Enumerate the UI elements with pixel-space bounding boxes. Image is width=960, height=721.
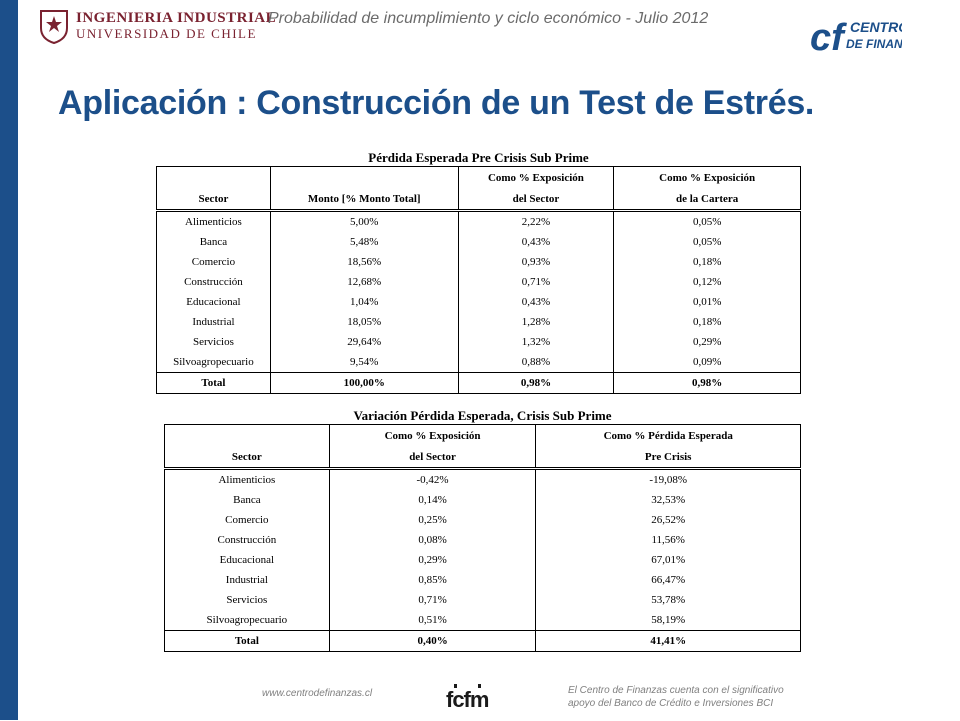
table-row: Construcción 12,68% 0,71% 0,12%: [156, 272, 801, 292]
table-row: Alimenticios 5,00% 2,22% 0,05%: [156, 210, 801, 232]
table-row: Alimenticios -0,42% -19,08%: [164, 468, 801, 490]
table-total-row: Total 0,40% 41,41%: [164, 630, 801, 652]
left-accent-bar: [0, 0, 18, 720]
t2-header-perdida-2: Pre Crisis: [535, 447, 801, 470]
ing-line2: UNIVERSIDAD DE CHILE: [76, 26, 257, 42]
table-row: Banca 0,14% 32,53%: [164, 490, 801, 510]
slide-title: Aplicación : Construcción de un Test de …: [58, 84, 815, 122]
table2-title: Variación Pérdida Esperada, Crisis Sub P…: [353, 408, 612, 423]
t1-header-exp-sector-1: Como % Exposición: [458, 166, 615, 189]
table2-body: Alimenticios -0,42% -19,08% Banca 0,14% 32,5…: [164, 468, 801, 652]
t2-header-exp-sector-2: del Sector: [329, 447, 537, 470]
table-row: Servicios 0,71% 53,78%: [164, 590, 801, 610]
t1-header-exp-sector-2: del Sector: [458, 189, 615, 212]
table-row: Industrial 0,85% 66,47%: [164, 570, 801, 590]
footer-note-line2: apoyo del Banco de Crédito e Inversiones…: [568, 698, 774, 709]
table-row: Silvoagropecuario 9,54% 0,88% 0,09%: [156, 352, 801, 373]
university-shield-icon: [40, 10, 68, 44]
fcfm-logo-text: fcfm: [446, 687, 489, 712]
t2-header-sector: Sector: [164, 447, 330, 470]
table1-title: Pérdida Esperada Pre Crisis Sub Prime: [368, 150, 589, 165]
table-row: Comercio 0,25% 26,52%: [164, 510, 801, 530]
table-row: Banca 5,48% 0,43% 0,05%: [156, 232, 801, 252]
cf-line1: CENTRO: [850, 19, 902, 35]
ing-line1: INGENIERIA INDUSTRIAL: [76, 10, 277, 27]
t1-header-monto: Monto [% Monto Total]: [270, 189, 459, 212]
ingenieria-industrial-logo: INGENIERIA INDUSTRIAL UNIVERSIDAD DE CHI…: [38, 8, 276, 44]
table-row: Silvoagropecuario 0,51% 58,19%: [164, 610, 801, 631]
table-row: Industrial 18,05% 1,28% 0,18%: [156, 312, 801, 332]
t1-header-sector: Sector: [156, 189, 271, 212]
footer-sponsor-note: El Centro de Finanzas cuenta con el sign…: [568, 684, 784, 710]
table-total-row: Total 100,00% 0,98% 0,98%: [156, 372, 801, 394]
table-row: Educacional 0,29% 67,01%: [164, 550, 801, 570]
table-row: Construcción 0,08% 11,56%: [164, 530, 801, 550]
t2-header-perdida-1: Como % Pérdida Esperada: [535, 424, 801, 447]
fcfm-logo: fcfm: [444, 680, 496, 721]
table-row: Servicios 29,64% 1,32% 0,29%: [156, 332, 801, 352]
table-row: Educacional 1,04% 0,43% 0,01%: [156, 292, 801, 312]
svg-text:cf: cf: [810, 17, 847, 58]
presentation-header-title: Probabilidad de incumplimiento y ciclo e…: [268, 10, 709, 27]
t2-header-exp-sector-1: Como % Exposición: [329, 424, 537, 447]
centro-de-finanzas-logo: cf CENTRO DE FINANZAS: [810, 14, 927, 63]
footer-url-link[interactable]: www.centrodefinanzas.cl: [262, 688, 373, 699]
footer-note-line1: El Centro de Finanzas cuenta con el sign…: [568, 685, 784, 696]
table-variacion-crisis: Variación Pérdida Esperada, Crisis Sub P…: [164, 408, 801, 652]
table-row: Comercio 18,56% 0,93% 0,18%: [156, 252, 801, 272]
table1-body: Alimenticios 5,00% 2,22% 0,05% Banca 5,48% 0,…: [156, 210, 801, 394]
t1-header-exp-cartera-2: de la Cartera: [613, 189, 801, 212]
table-perdida-pre-crisis: Pérdida Esperada Pre Crisis Sub Prime Co…: [156, 150, 801, 394]
t1-header-exp-cartera-1: Como % Exposición: [613, 166, 801, 189]
cf-line2: DE FINANZAS: [846, 37, 902, 51]
